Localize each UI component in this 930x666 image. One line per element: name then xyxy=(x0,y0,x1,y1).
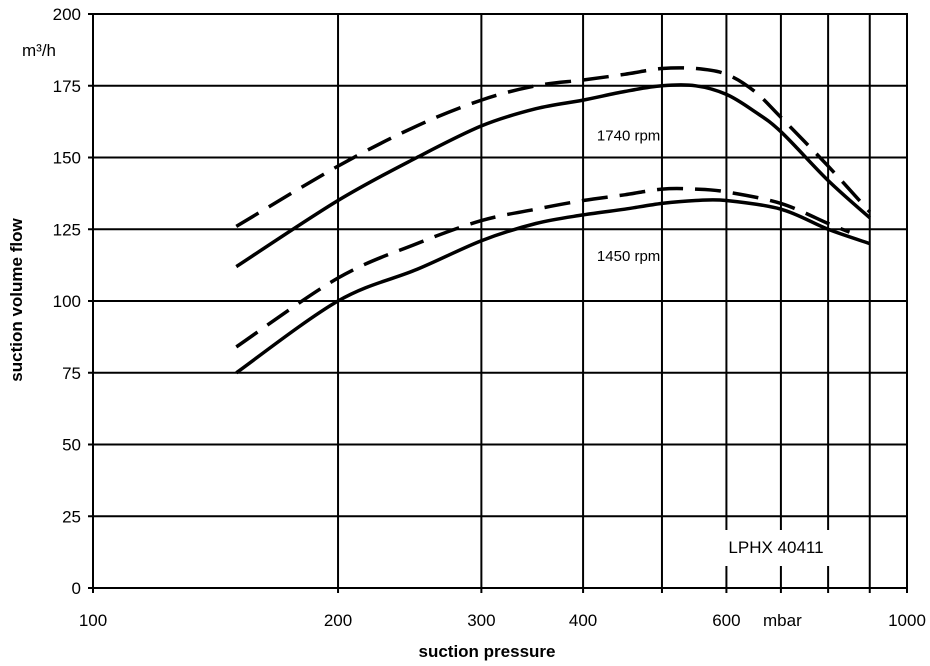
x-unit-label: mbar xyxy=(763,611,802,630)
curves xyxy=(235,66,872,375)
model-box: LPHX 40411 xyxy=(706,530,846,566)
y-tick-label: 25 xyxy=(62,507,81,526)
y-tick-label: 175 xyxy=(53,77,81,96)
x-tick-label: 600 xyxy=(712,611,740,630)
y-tick-label: 150 xyxy=(53,149,81,168)
x-axis-title: suction pressure xyxy=(419,642,556,661)
y-tick-label: 200 xyxy=(53,5,81,24)
dashed-curve-2 xyxy=(235,66,872,228)
tick-labels: 0 25 50 75 100 125 150 175 200 100 200 300 400 600 100… xyxy=(53,5,926,630)
x-tick-label: 1000 xyxy=(888,611,926,630)
y-tick-label: 100 xyxy=(53,292,81,311)
solid-curve-3 xyxy=(235,198,871,375)
y-tick-label: 125 xyxy=(53,220,81,239)
y-tick-label: 50 xyxy=(62,436,81,455)
solid-curve-1 xyxy=(235,83,871,269)
model-label: LPHX 40411 xyxy=(728,538,823,557)
grid xyxy=(88,13,908,593)
y-tick-label: 0 xyxy=(72,579,81,598)
dashed-curve-4 xyxy=(235,186,851,349)
model-box-background xyxy=(706,530,846,566)
rpm-annotation: 1740 rpm xyxy=(597,127,660,144)
y-axis-title: suction volume flow xyxy=(7,218,26,382)
x-tick-label: 200 xyxy=(324,611,352,630)
x-tick-label: 400 xyxy=(569,611,597,630)
y-tick-label: 75 xyxy=(62,364,81,383)
x-tick-label: 100 xyxy=(79,611,107,630)
annotations: 1740 rpm 1450 rpm xyxy=(597,127,660,265)
y-unit-label: m³/h xyxy=(22,41,56,60)
rpm-annotation: 1450 rpm xyxy=(597,248,660,265)
x-tick-label: 300 xyxy=(467,611,495,630)
